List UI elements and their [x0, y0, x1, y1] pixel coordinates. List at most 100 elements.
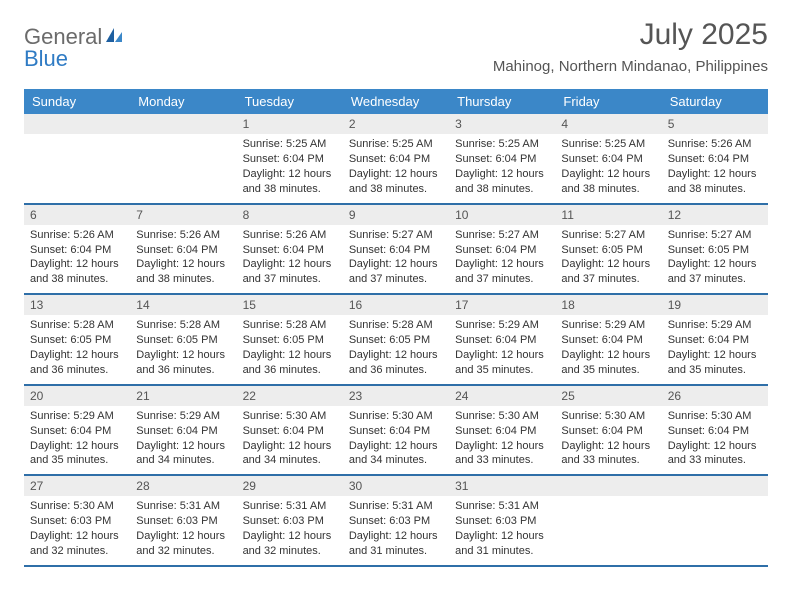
sunrise-text: Sunrise: 5:28 AM: [30, 318, 124, 333]
brand-logo: General Blue: [24, 26, 124, 70]
sunset-text: Sunset: 6:04 PM: [561, 424, 655, 439]
sunset-text: Sunset: 6:03 PM: [136, 514, 230, 529]
daylight-text: Daylight: 12 hours and 35 minutes.: [561, 348, 655, 378]
calendar-cell: 26Sunrise: 5:30 AMSunset: 6:04 PMDayligh…: [662, 386, 768, 475]
day-body: Sunrise: 5:26 AMSunset: 6:04 PMDaylight:…: [130, 225, 236, 293]
day-number: 7: [130, 205, 236, 225]
daylight-text: Daylight: 12 hours and 32 minutes.: [136, 529, 230, 559]
day-body: Sunrise: 5:27 AMSunset: 6:04 PMDaylight:…: [343, 225, 449, 293]
calendar-cell: 13Sunrise: 5:28 AMSunset: 6:05 PMDayligh…: [24, 295, 130, 384]
day-body: Sunrise: 5:30 AMSunset: 6:04 PMDaylight:…: [662, 406, 768, 474]
sunrise-text: Sunrise: 5:30 AM: [243, 409, 337, 424]
sunset-text: Sunset: 6:04 PM: [243, 424, 337, 439]
day-number: 3: [449, 114, 555, 134]
calendar-week: 27Sunrise: 5:30 AMSunset: 6:03 PMDayligh…: [24, 476, 768, 567]
sunset-text: Sunset: 6:04 PM: [243, 152, 337, 167]
calendar-week: 13Sunrise: 5:28 AMSunset: 6:05 PMDayligh…: [24, 295, 768, 386]
day-number: 15: [237, 295, 343, 315]
calendar-cell: [130, 114, 236, 203]
sunrise-text: Sunrise: 5:30 AM: [561, 409, 655, 424]
day-body: Sunrise: 5:25 AMSunset: 6:04 PMDaylight:…: [237, 134, 343, 202]
sunset-text: Sunset: 6:04 PM: [455, 152, 549, 167]
day-number: 26: [662, 386, 768, 406]
day-number: 27: [24, 476, 130, 496]
calendar-cell: 6Sunrise: 5:26 AMSunset: 6:04 PMDaylight…: [24, 205, 130, 294]
sunset-text: Sunset: 6:05 PM: [30, 333, 124, 348]
sunset-text: Sunset: 6:05 PM: [136, 333, 230, 348]
sunrise-text: Sunrise: 5:30 AM: [349, 409, 443, 424]
sunrise-text: Sunrise: 5:29 AM: [455, 318, 549, 333]
sunrise-text: Sunrise: 5:31 AM: [349, 499, 443, 514]
sunrise-text: Sunrise: 5:26 AM: [243, 228, 337, 243]
calendar-cell: 1Sunrise: 5:25 AMSunset: 6:04 PMDaylight…: [237, 114, 343, 203]
daylight-text: Daylight: 12 hours and 34 minutes.: [349, 439, 443, 469]
daylight-text: Daylight: 12 hours and 31 minutes.: [349, 529, 443, 559]
day-number: 9: [343, 205, 449, 225]
day-body: Sunrise: 5:31 AMSunset: 6:03 PMDaylight:…: [130, 496, 236, 564]
calendar-cell: 5Sunrise: 5:26 AMSunset: 6:04 PMDaylight…: [662, 114, 768, 203]
day-body: Sunrise: 5:28 AMSunset: 6:05 PMDaylight:…: [24, 315, 130, 383]
daylight-text: Daylight: 12 hours and 36 minutes.: [30, 348, 124, 378]
sunset-text: Sunset: 6:03 PM: [349, 514, 443, 529]
day-number: 24: [449, 386, 555, 406]
day-header-sun: Sunday: [24, 89, 130, 114]
day-number: 18: [555, 295, 661, 315]
sunrise-text: Sunrise: 5:30 AM: [30, 499, 124, 514]
daylight-text: Daylight: 12 hours and 36 minutes.: [136, 348, 230, 378]
daylight-text: Daylight: 12 hours and 38 minutes.: [136, 257, 230, 287]
calendar-cell: 19Sunrise: 5:29 AMSunset: 6:04 PMDayligh…: [662, 295, 768, 384]
calendar-week: 20Sunrise: 5:29 AMSunset: 6:04 PMDayligh…: [24, 386, 768, 477]
day-header-mon: Monday: [130, 89, 236, 114]
daylight-text: Daylight: 12 hours and 34 minutes.: [136, 439, 230, 469]
day-number: 14: [130, 295, 236, 315]
sunset-text: Sunset: 6:04 PM: [349, 243, 443, 258]
sunrise-text: Sunrise: 5:26 AM: [668, 137, 762, 152]
calendar-cell: 14 Sunrise: 5:28 AMSunset: 6:05 PMDayligh…: [130, 295, 236, 384]
day-number: 25: [555, 386, 661, 406]
day-number: 4: [555, 114, 661, 134]
daylight-text: Daylight: 12 hours and 32 minutes.: [243, 529, 337, 559]
day-header-wed: Wednesday: [343, 89, 449, 114]
daylight-text: Daylight: 12 hours and 33 minutes.: [455, 439, 549, 469]
month-title: July 2025: [493, 18, 768, 52]
sunset-text: Sunset: 6:04 PM: [30, 424, 124, 439]
sunrise-text: Sunrise: 5:25 AM: [561, 137, 655, 152]
page: General Blue July 2025 Mahinog, Northern…: [0, 0, 792, 567]
day-body: Sunrise: 5:25 AMSunset: 6:04 PMDaylight:…: [555, 134, 661, 202]
sunset-text: Sunset: 6:04 PM: [668, 152, 762, 167]
calendar-cell: 16Sunrise: 5:28 AMSunset: 6:05 PMDayligh…: [343, 295, 449, 384]
daylight-text: Daylight: 12 hours and 38 minutes.: [561, 167, 655, 197]
daylight-text: Daylight: 12 hours and 35 minutes.: [668, 348, 762, 378]
day-body: Sunrise: 5:27 AMSunset: 6:05 PMDaylight:…: [555, 225, 661, 293]
daylight-text: Daylight: 12 hours and 34 minutes.: [243, 439, 337, 469]
day-number: 16: [343, 295, 449, 315]
sunrise-text: Sunrise: 5:30 AM: [455, 409, 549, 424]
sunset-text: Sunset: 6:05 PM: [668, 243, 762, 258]
day-number: 2: [343, 114, 449, 134]
sunset-text: Sunset: 6:04 PM: [455, 333, 549, 348]
calendar-cell: 11Sunrise: 5:27 AMSunset: 6:05 PMDayligh…: [555, 205, 661, 294]
day-number: 12: [662, 205, 768, 225]
day-body: Sunrise: 5:26 AMSunset: 6:04 PMDaylight:…: [24, 225, 130, 293]
calendar-cell: 10Sunrise: 5:27 AMSunset: 6:04 PMDayligh…: [449, 205, 555, 294]
sunrise-text: Sunrise: 5:28 AM: [136, 318, 230, 333]
calendar-cell: 29Sunrise: 5:31 AMSunset: 6:03 PMDayligh…: [237, 476, 343, 565]
day-body: Sunrise: 5:30 AMSunset: 6:04 PMDaylight:…: [449, 406, 555, 474]
calendar-cell: 24Sunrise: 5:30 AMSunset: 6:04 PMDayligh…: [449, 386, 555, 475]
day-header-fri: Friday: [555, 89, 661, 114]
day-body: Sunrise: 5:25 AMSunset: 6:04 PMDaylight:…: [449, 134, 555, 202]
calendar-cell: 17Sunrise: 5:29 AMSunset: 6:04 PMDayligh…: [449, 295, 555, 384]
sunset-text: Sunset: 6:04 PM: [30, 243, 124, 258]
day-number: 13: [24, 295, 130, 315]
calendar-cell: 28Sunrise: 5:31 AMSunset: 6:03 PMDayligh…: [130, 476, 236, 565]
sunrise-text: Sunrise: 5:29 AM: [30, 409, 124, 424]
sunrise-text: Sunrise: 5:25 AM: [243, 137, 337, 152]
day-number: 30: [343, 476, 449, 496]
sunset-text: Sunset: 6:04 PM: [455, 243, 549, 258]
sail-icon: [104, 26, 124, 48]
day-number: [555, 476, 661, 496]
calendar-cell: 15Sunrise: 5:28 AMSunset: 6:05 PMDayligh…: [237, 295, 343, 384]
calendar-cell: 8Sunrise: 5:26 AMSunset: 6:04 PMDaylight…: [237, 205, 343, 294]
sunrise-text: Sunrise: 5:27 AM: [455, 228, 549, 243]
sunrise-text: Sunrise: 5:25 AM: [349, 137, 443, 152]
